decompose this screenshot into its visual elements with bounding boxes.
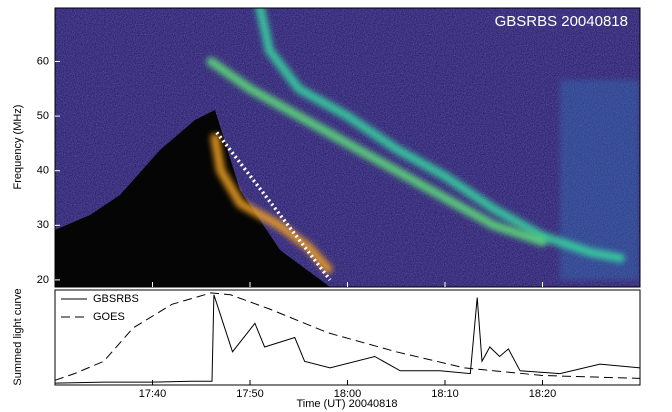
burst-lane <box>210 133 333 274</box>
burst-lane <box>206 57 547 247</box>
x-tick-label: 18:00 <box>334 388 362 400</box>
drift-annotation <box>215 131 332 281</box>
legend-label: GOES <box>93 311 125 323</box>
y-tick-label: 60 <box>37 55 49 67</box>
x-tick-label: 18:20 <box>529 388 557 400</box>
plot-frame <box>54 289 641 386</box>
x-tick-label: 18:10 <box>431 388 459 400</box>
spectrogram-panel <box>206 8 625 281</box>
x-tick-label: 17:50 <box>236 388 264 400</box>
x-tick-label: 17:40 <box>139 388 167 400</box>
y-tick-label: 30 <box>37 219 49 231</box>
burst-lane <box>255 8 625 263</box>
y-tick-label: 40 <box>37 165 49 177</box>
y-tick-label: 50 <box>37 110 49 122</box>
light-curve <box>54 294 641 384</box>
panel-label: GBSRBS 20040818 <box>495 13 628 30</box>
y-axis-label: Summed light curve <box>12 288 24 385</box>
y-axis-label: Frequency (MHz) <box>12 105 24 190</box>
light-curve-panel: 17:40 17:50 18:00 18:10 18:20 GBSRBS GOES <box>54 282 641 400</box>
light-curve <box>54 292 641 381</box>
legend-label: GBSRBS <box>93 293 139 305</box>
y-tick-label: 20 <box>37 274 49 286</box>
x-axis-label: Time (UT) 20040818 <box>296 398 397 410</box>
